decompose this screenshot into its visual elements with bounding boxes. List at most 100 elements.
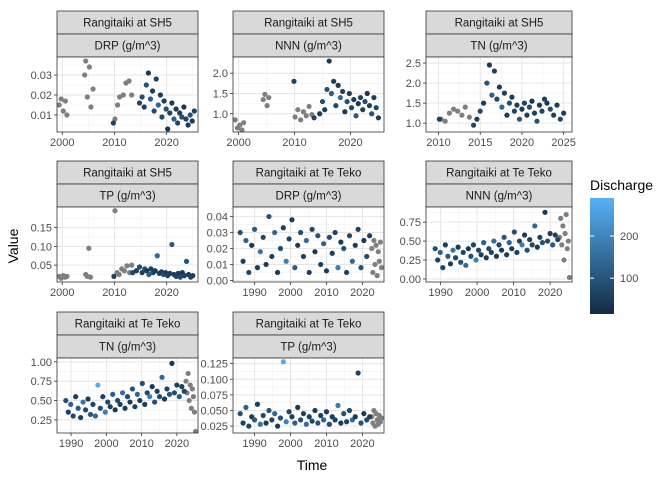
- data-point: [499, 104, 505, 110]
- data-point: [254, 401, 261, 407]
- data-point: [145, 70, 151, 76]
- y-tick-label: 0.02: [207, 243, 228, 255]
- data-point: [361, 237, 367, 244]
- data-point: [181, 388, 187, 394]
- data-point: [442, 242, 448, 248]
- data-point: [263, 261, 269, 268]
- data-point: [97, 405, 103, 411]
- data-point: [532, 223, 538, 229]
- data-point: [342, 109, 348, 115]
- data-point: [251, 226, 258, 232]
- points-layer: [63, 360, 198, 433]
- data-point: [552, 232, 558, 238]
- strip-site-label: Rangitaiki at Te Teko: [256, 319, 362, 331]
- data-point: [161, 98, 167, 104]
- data-point: [326, 58, 332, 64]
- data-point: [132, 404, 138, 410]
- data-point: [562, 230, 568, 237]
- data-point: [157, 92, 163, 98]
- data-point: [437, 249, 443, 256]
- data-point: [326, 421, 332, 427]
- strip-site-label: Rangitaiki at Te Teko: [75, 319, 181, 331]
- y-tick-label: 0.10: [31, 241, 52, 253]
- data-point: [551, 112, 557, 118]
- data-point: [64, 112, 70, 118]
- data-point: [372, 261, 378, 268]
- data-point: [300, 411, 307, 417]
- data-point: [516, 116, 523, 122]
- data-point: [142, 401, 148, 407]
- data-point: [82, 72, 88, 78]
- data-point: [246, 423, 252, 429]
- data-point: [452, 255, 459, 261]
- data-point: [550, 242, 556, 248]
- x-tick-label: 2020: [350, 438, 374, 450]
- data-point: [164, 386, 170, 392]
- y-tick-label: 0.025: [200, 421, 228, 433]
- data-point: [297, 229, 304, 236]
- data-point: [361, 411, 367, 417]
- data-point: [237, 229, 243, 236]
- data-point: [473, 257, 479, 263]
- data-point: [494, 96, 500, 102]
- data-point: [559, 242, 565, 248]
- data-point: [511, 229, 517, 235]
- x-tick-label: 1990: [242, 287, 266, 299]
- data-point: [541, 96, 548, 102]
- y-tick-label: 0.03: [31, 70, 52, 82]
- data-point: [312, 249, 318, 255]
- data-point: [432, 246, 438, 252]
- data-point: [237, 411, 243, 417]
- data-point: [506, 100, 513, 106]
- data-point: [124, 394, 131, 400]
- data-point: [147, 394, 153, 400]
- data-point: [83, 58, 89, 64]
- data-point: [465, 246, 471, 252]
- x-tick-label: 2000: [278, 438, 302, 450]
- data-point: [537, 234, 543, 240]
- data-point: [87, 411, 94, 418]
- y-tick-label: 1.00: [31, 357, 52, 369]
- data-point: [159, 114, 165, 120]
- data-point: [190, 394, 197, 400]
- data-point: [167, 270, 173, 276]
- data-point: [362, 98, 368, 105]
- x-tick-label: 2000: [278, 287, 302, 299]
- data-point: [317, 111, 323, 117]
- data-point: [529, 98, 535, 104]
- x-tick-label: 2010: [129, 438, 153, 450]
- strip-site-label: Rangitaiki at SH5: [83, 168, 172, 180]
- data-point: [152, 399, 158, 405]
- points-layer: [237, 213, 384, 279]
- data-point: [369, 245, 375, 252]
- data-point: [243, 237, 249, 244]
- data-point: [269, 417, 275, 423]
- data-point: [539, 108, 545, 114]
- data-point: [237, 122, 243, 128]
- data-point: [174, 382, 180, 388]
- x-tick-label: 2000: [50, 287, 74, 299]
- data-point: [470, 242, 477, 248]
- data-point: [163, 106, 169, 112]
- x-tick-label: 2020: [350, 287, 374, 299]
- data-point: [332, 229, 338, 236]
- data-point: [484, 80, 490, 86]
- data-point: [241, 120, 247, 126]
- data-point: [501, 234, 507, 240]
- data-point: [529, 242, 535, 248]
- data-point: [191, 108, 197, 114]
- data-point: [129, 92, 135, 98]
- data-point: [289, 217, 295, 223]
- data-point: [151, 108, 157, 114]
- data-point: [324, 86, 330, 93]
- data-point: [260, 234, 266, 240]
- data-point: [243, 404, 249, 410]
- y-tick-label: 0.25: [31, 415, 52, 427]
- data-point: [298, 117, 304, 123]
- data-point: [185, 370, 191, 377]
- data-point: [321, 417, 327, 423]
- facet-panel: Rangitaiki at SH5 TP (g/m^3) 2000 2010 2020 0…: [31, 160, 199, 299]
- data-point: [292, 420, 298, 426]
- legend-ticks: 100 200: [590, 231, 638, 285]
- y-tick-label: 0.50: [31, 396, 52, 408]
